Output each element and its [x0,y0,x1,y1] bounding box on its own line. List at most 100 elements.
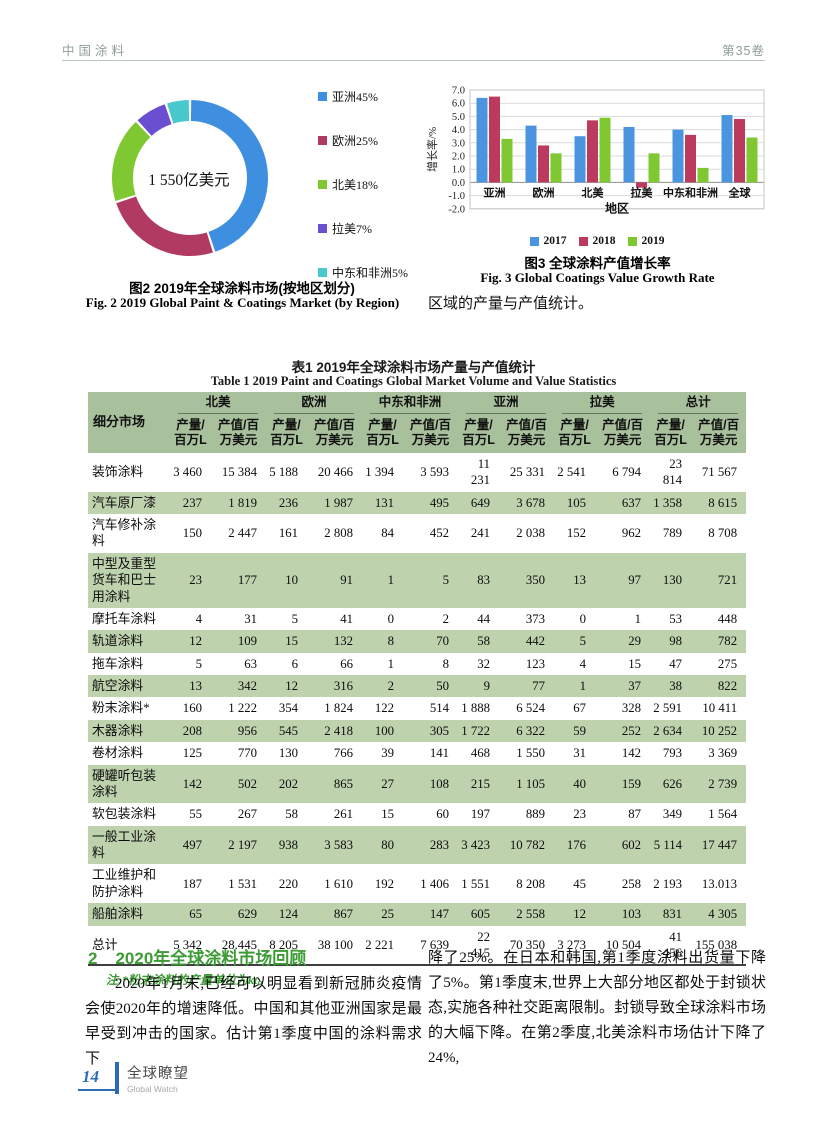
header-row-measures: 产量/百万L 产值/百万美元 产量/百万L 产值/百万美元 产量/百万L 产值/百万美元产… [88,415,747,453]
table-cell: 8 [387,634,395,649]
table-cell: 70 350 [499,925,555,967]
bar-2019-拉美 [648,153,660,183]
table-row: 硬罐听包装涂料 142 502 202 865 27 108 215 1 105 40 159 626… [88,764,747,804]
column-header-region-北美: 北美 [170,392,267,416]
table-cell: 220 [278,876,299,891]
table-cell: 5 [195,656,202,671]
table-cell: 8 205 [266,925,308,967]
table-cell: 2 739 [708,776,738,791]
table-cell: 5 [579,634,587,649]
legend-label: 欧洲25% [332,134,378,148]
legend-label: 北美18% [332,178,378,192]
table-cell: 1 551 [461,876,491,891]
table-cell: 108 [429,776,450,791]
row-label: 卷材涂料 [92,746,144,761]
table-cell: 2 808 [324,526,354,541]
legend-item-欧洲: 欧洲25% [318,132,408,149]
column-subheader: 产量/百万L [650,415,692,453]
table-cell: 602 [621,837,642,852]
table-cell: 60 [436,807,450,822]
table-cell: 349 [662,807,683,822]
table-cell: 8 208 [516,876,546,891]
donut-legend: 亚洲45% 欧洲25% 北美18% 拉美7% 中东和非洲5% [318,88,408,281]
table-cell: 8 615 [708,495,738,510]
table-cell: 1 406 [420,876,450,891]
column-header-region-拉美: 拉美 [554,392,651,416]
row-label: 软包装涂料 [92,807,156,822]
table-cell: 161 [278,526,299,541]
table-row: 汽车修补涂料 150 2 447 161 2 808 84 452 241 2 038 152 96… [88,514,746,553]
column-subheader: 产量/百万L [554,415,596,453]
row-label: 硬罐听包装涂料 [92,768,156,799]
figure3-caption-cn: 图3 全球涂料产值增长率 [524,256,671,271]
table-cell: 1 722 [461,723,491,738]
table-cell: 1 888 [461,701,491,716]
table-cell: 22 415 [458,925,500,967]
table-cell: 316 [333,679,354,693]
page-footer: 14 全球瞭望 Global Watch [78,1062,189,1094]
table-row: 汽车原厂漆 237 1 819 236 1 987 131 495 649 3 678 105 63… [88,491,747,514]
x-category-label: 亚洲 [484,186,506,199]
bar-2018-中东和非洲 [685,134,696,183]
donut-slice-欧洲 [116,196,213,256]
table-cell: 23 [573,807,587,822]
table-row: 摩托车涂料 4 31 5 41 0 2 44 373 0 1 53 448 [88,608,746,630]
body-paragraph-right: 降了25%。在日本和韩国,第1季度涂料出货量下降了5%。第1季度末,世界上大部分… [428,950,766,1066]
table-cell: 91 [340,573,354,588]
row-label: 航空涂料 [92,679,144,693]
table-cell: 7 639 [403,925,459,967]
table-cell: 176 [566,837,587,852]
donut-slice-拉美 [137,104,172,136]
table-cell: 637 [621,495,642,510]
table-cell: 1 987 [324,495,354,510]
body-paragraph-left: 2020年1月末,已经可以明显看到新冠肺炎疫情会使2020年的增速降低。中国和其… [85,976,422,1067]
table-cell: 0 [579,611,587,626]
bar-2019-亚洲 [501,138,513,183]
table1-wrapper: 细分市场 北美 欧洲 中东和非洲 亚洲 拉美 总计 产量/百万L 产值/百万美元 产量/百万L 产值… [88,392,747,988]
header-rule [62,60,765,61]
column-subheader: 产值/百万美元 [403,415,459,453]
table-cell: 125 [182,746,202,761]
table-cell: 2 447 [228,526,258,541]
table-cell: 545 [278,723,299,738]
region-label: 欧洲 [274,394,355,414]
table-cell: 448 [717,611,738,626]
region-label: 拉美 [562,394,643,414]
bar-2017-欧洲 [525,125,537,183]
table-cell: 84 [381,526,395,541]
donut-slice-亚洲 [190,100,268,252]
row-label: 中型及重型货车和巴士用涂料 [92,556,156,604]
table-cell: 5 [442,573,450,588]
table-cell: 2 193 [653,876,683,891]
table-cell: 41 [340,611,354,626]
x-category-label: 欧洲 [533,185,555,199]
table-cell: 25 331 [509,465,546,480]
bar-2018-欧洲 [538,145,549,183]
column-subheader: 产量/百万L [362,415,404,453]
bar-2018-拉美 [636,182,647,188]
y-tick-label: 2.0 [452,152,465,163]
table-cell: 721 [717,573,738,588]
table-cell: 373 [525,611,546,626]
y-tick-label: 1.0 [452,165,465,176]
table1-note: 注:*粉末涂料的产量单位为kt。 [106,973,270,988]
table-cell: 4 [579,656,587,671]
bar-2019-欧洲 [550,153,562,183]
row-label: 木器涂料 [92,723,144,738]
bar-chart-legend: 2017 2018 2019 [424,235,770,247]
table-cell: 328 [621,701,642,716]
row-label: 汽车修补涂料 [92,518,156,549]
table-cell: 0 [387,611,395,626]
table-cell: 38 [669,679,683,693]
table-row: 船舶涂料 65 629 124 867 25 147 605 2 558 12 103 831 4 30… [88,903,747,926]
table-cell: 159 [621,776,642,791]
table-cell: 15 [628,656,642,671]
x-category-label: 拉美 [631,185,654,199]
column-header-region-亚洲: 亚洲 [458,392,555,416]
table-row: 工业维护和防护涂料 187 1 531 220 1 610 192 1 406 1 551 8 … [88,864,746,903]
table-cell: 1 [387,656,395,671]
table-cell: 831 [662,907,683,922]
table-cell: 9 [483,679,491,693]
table-cell: 782 [717,634,738,649]
legend-swatch [318,180,327,189]
